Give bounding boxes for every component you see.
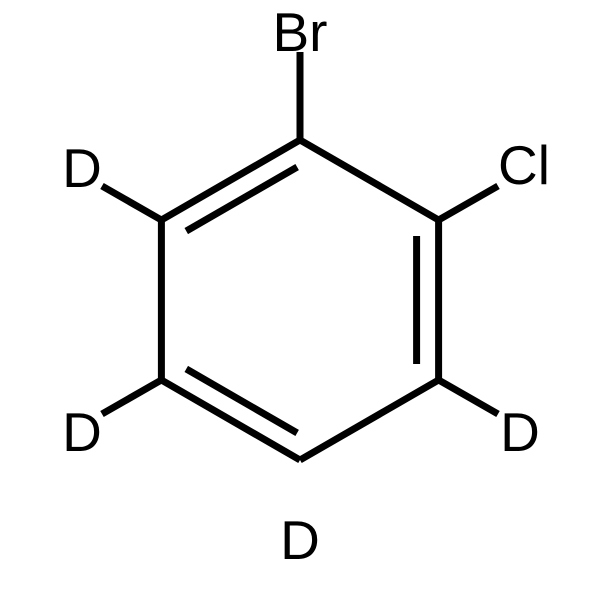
substituent-bond [102, 186, 161, 220]
substituent-bond [439, 380, 498, 414]
atom-label-D: D [500, 401, 540, 463]
atom-label-D: D [62, 137, 102, 199]
substituent-bond [439, 186, 498, 220]
substituent-bond [102, 380, 161, 414]
molecule-diagram: Br Cl D D D D [0, 0, 600, 600]
ring-bond [300, 380, 439, 460]
ring-bond [300, 140, 439, 220]
atom-label-D: D [62, 401, 102, 463]
atom-label-Cl: Cl [498, 134, 550, 196]
atom-label-D: D [280, 509, 320, 571]
atom-label-Br: Br [273, 1, 328, 63]
